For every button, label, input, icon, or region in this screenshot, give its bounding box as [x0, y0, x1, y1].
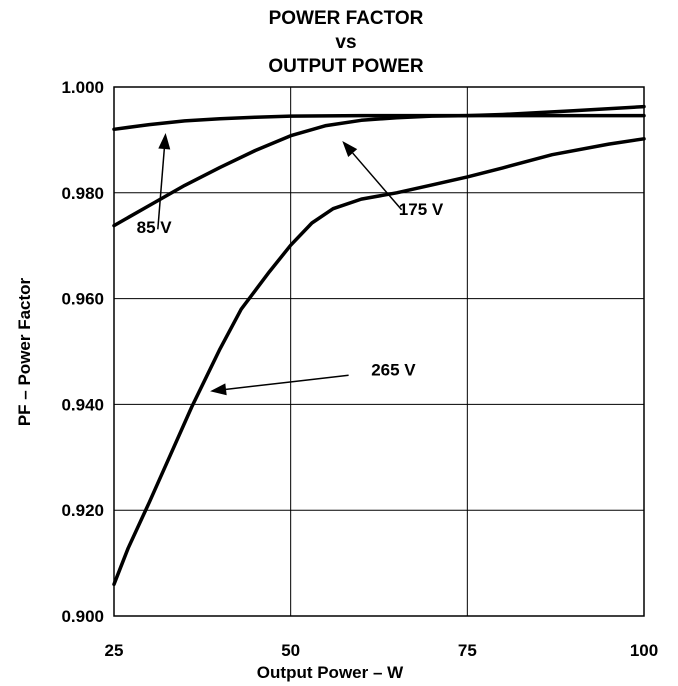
annotation-label: 85 V	[137, 218, 173, 237]
annotation-arrowhead	[342, 141, 358, 157]
tick-labels: 25 50 75 100 0.900 0.920 0.940 0.960 0.980 1.000	[61, 78, 658, 660]
annotations: 85 V 175 V 265 V	[137, 133, 444, 396]
chart-title-line-2: vs	[335, 32, 356, 53]
annotation-arrow	[352, 152, 403, 211]
y-tick-label: 0.940	[61, 395, 104, 414]
annotation-label: 175 V	[399, 200, 444, 219]
annotation-arrowhead	[210, 383, 227, 396]
x-tick-label: 100	[630, 641, 658, 660]
annotation-arrow	[225, 374, 349, 391]
annotation-arrowhead	[158, 133, 171, 150]
chart-title-line-3: OUTPUT POWER	[268, 56, 423, 77]
chart-title: POWER FACTOR vs OUTPUT POWER	[268, 8, 423, 77]
y-axis-label: PF – Power Factor	[15, 277, 34, 426]
x-tick-label: 75	[458, 641, 477, 660]
y-tick-label: 0.900	[61, 607, 104, 626]
x-tick-label: 25	[105, 641, 124, 660]
chart-title-line-1: POWER FACTOR	[269, 8, 424, 29]
series-lines	[112, 104, 646, 587]
series-line-175v	[112, 104, 646, 228]
annotation-label: 265 V	[371, 360, 416, 379]
y-tick-label: 0.980	[61, 184, 104, 203]
plot-frame	[113, 86, 645, 617]
series-line-265v	[112, 137, 646, 587]
annotation-arrow	[157, 148, 166, 230]
y-tick-label: 1.000	[61, 78, 104, 97]
grid	[113, 86, 645, 617]
y-tick-label: 0.960	[61, 290, 104, 309]
x-axis-label: Output Power – W	[257, 663, 404, 682]
x-tick-label: 50	[281, 641, 300, 660]
y-tick-label: 0.920	[61, 501, 104, 520]
